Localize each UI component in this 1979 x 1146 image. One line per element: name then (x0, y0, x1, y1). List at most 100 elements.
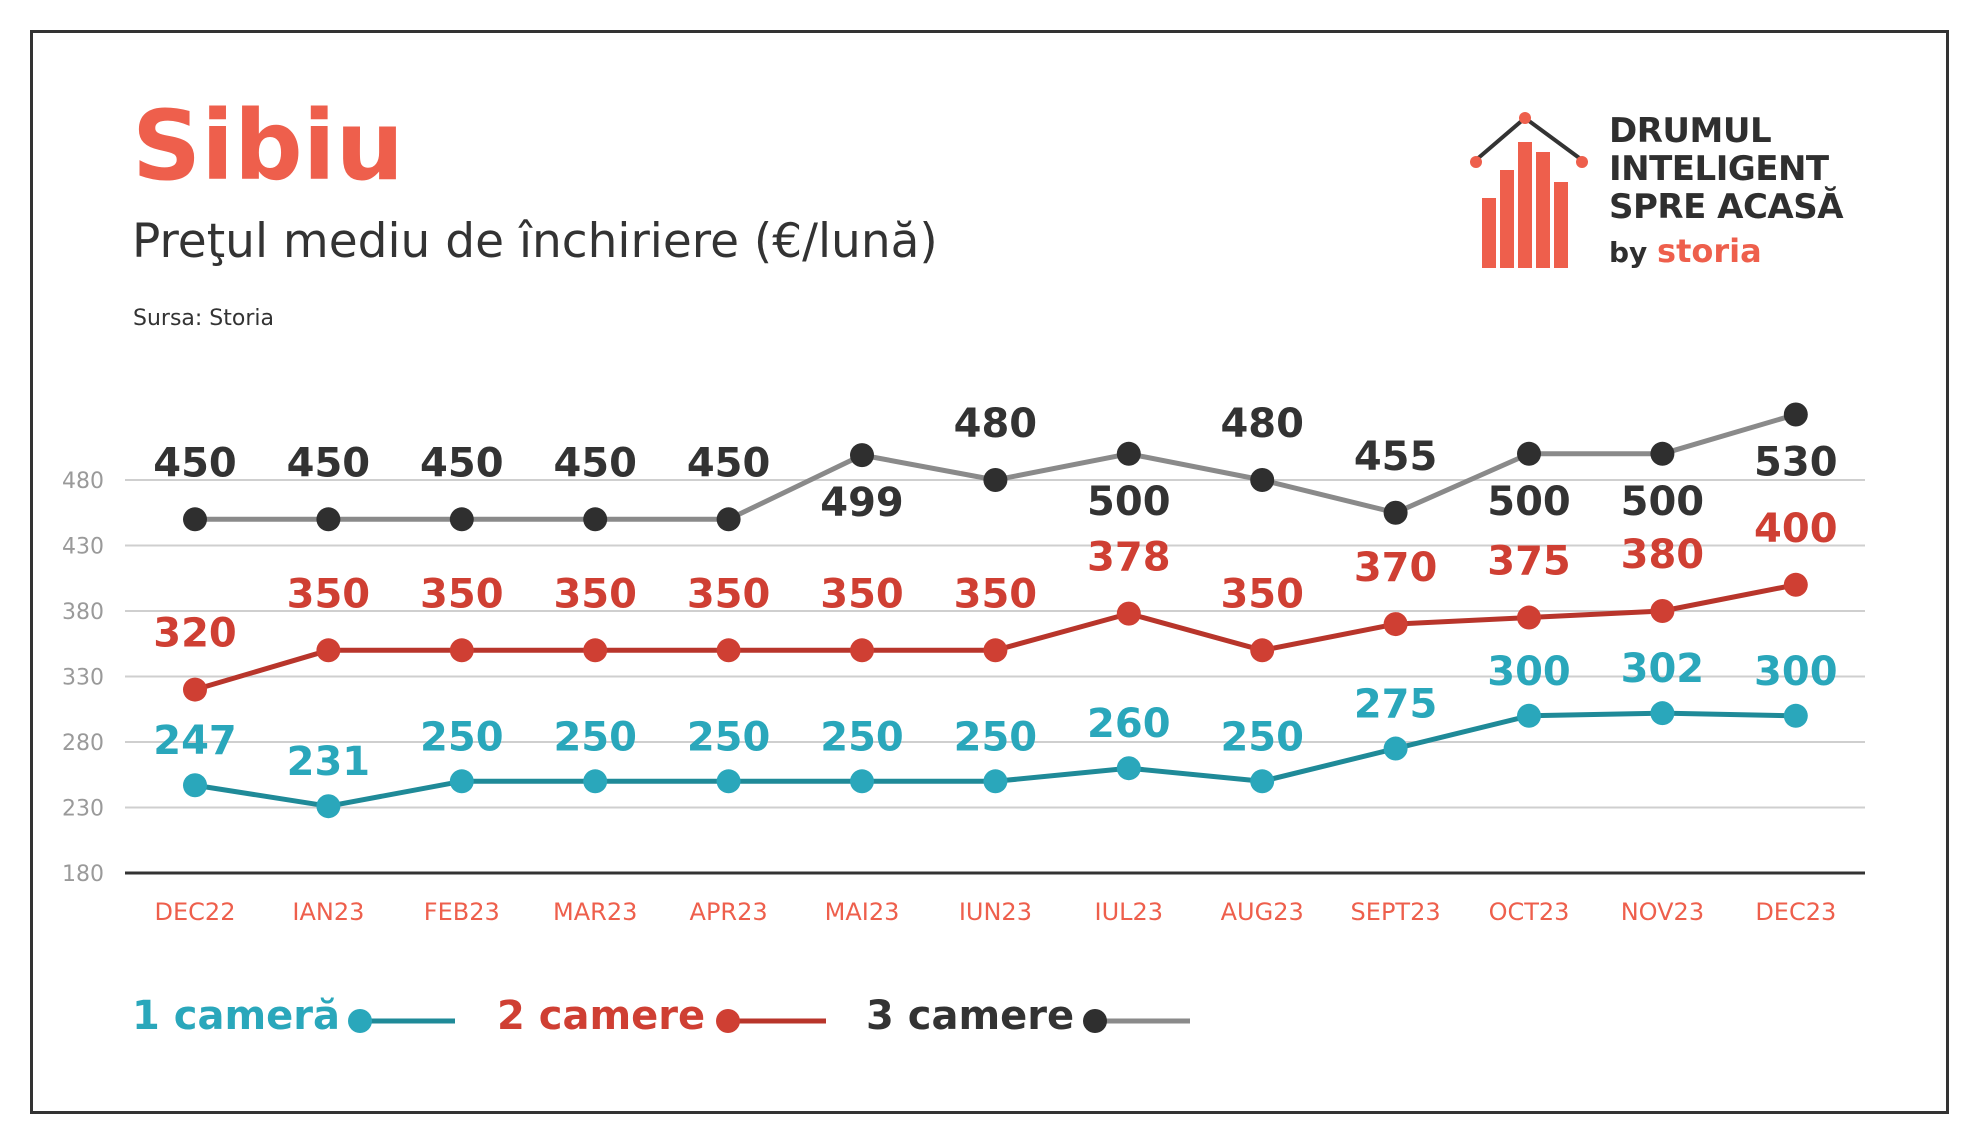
data-point (183, 507, 207, 532)
chart-subtitle: Preţul mediu de închiriere (€/lună) (132, 214, 938, 269)
data-label: 260 (1087, 701, 1171, 747)
data-point (583, 769, 608, 794)
data-point (1783, 572, 1808, 597)
x-tick-label: IUN23 (959, 898, 1032, 926)
y-tick-label: 280 (62, 731, 104, 756)
y-tick-label: 330 (62, 666, 104, 691)
data-label: 300 (1487, 649, 1571, 695)
legend-marker (1083, 1009, 1107, 1033)
y-tick-label: 380 (62, 600, 104, 625)
x-tick-label: NOV23 (1621, 898, 1704, 926)
data-point (316, 638, 341, 663)
data-label: 320 (153, 611, 237, 657)
data-label: 450 (687, 440, 771, 486)
storia-logo-icon (1470, 112, 1588, 268)
data-label: 378 (1087, 535, 1171, 581)
data-point (1383, 500, 1408, 525)
y-tick-label: 180 (62, 862, 104, 887)
data-point (850, 443, 874, 468)
data-label: 500 (1621, 479, 1705, 525)
data-point (850, 769, 874, 794)
data-label: 450 (553, 440, 637, 486)
data-point (1650, 701, 1675, 726)
chart-title: Sibiu (132, 90, 405, 202)
data-label: 380 (1621, 532, 1705, 578)
logo-line: DRUMUL (1609, 111, 1772, 151)
data-label: 250 (687, 714, 771, 760)
logo-by: by (1609, 236, 1648, 269)
data-point (1383, 612, 1408, 637)
x-tick-label: DEC22 (155, 898, 236, 926)
data-point (983, 769, 1008, 794)
logo-line: SPRE ACASĂ (1609, 187, 1844, 227)
data-label: 500 (1087, 479, 1171, 525)
source-note: Sursa: Storia (133, 306, 274, 331)
data-label: 350 (553, 571, 637, 617)
data-label: 450 (287, 440, 371, 486)
x-tick-label: IAN23 (292, 898, 364, 926)
data-point (850, 638, 874, 663)
data-point (316, 794, 341, 819)
data-label: 275 (1354, 682, 1438, 728)
data-point (1783, 402, 1808, 427)
y-tick-label: 480 (62, 469, 104, 494)
x-tick-label: FEB23 (424, 898, 500, 926)
data-point (983, 638, 1008, 663)
data-label: 400 (1754, 506, 1838, 552)
y-tick-label: 230 (62, 797, 104, 822)
logo-text: DRUMUL INTELIGENT SPRE ACASĂ (1609, 111, 1844, 227)
data-label: 455 (1354, 434, 1438, 480)
logo-brand: storia (1657, 232, 1762, 270)
chart-frame (30, 30, 1949, 1114)
x-tick-label: SEPT23 (1351, 898, 1441, 926)
x-tick-label: IUL23 (1095, 898, 1164, 926)
data-point (1517, 703, 1541, 728)
data-label: 450 (420, 440, 504, 486)
data-label: 250 (820, 714, 904, 760)
data-point (583, 638, 608, 663)
data-label: 350 (287, 571, 371, 617)
data-label: 350 (954, 571, 1038, 617)
x-tick-label: OCT23 (1489, 898, 1570, 926)
data-point (1116, 441, 1141, 466)
data-point (1517, 605, 1541, 630)
x-tick-label: MAR23 (553, 898, 637, 926)
x-tick-label: MAI23 (825, 898, 900, 926)
data-point (1650, 599, 1675, 623)
data-label: 480 (954, 401, 1038, 447)
data-point (1250, 769, 1275, 794)
data-label: 350 (420, 571, 504, 617)
data-label: 350 (1220, 571, 1304, 617)
data-label: 250 (553, 714, 637, 760)
data-point (1517, 441, 1541, 466)
data-label: 250 (420, 714, 504, 760)
data-point (1650, 441, 1675, 466)
data-point (183, 677, 207, 702)
data-point (716, 769, 741, 794)
data-label: 499 (820, 480, 904, 526)
data-label: 530 (1754, 440, 1838, 486)
data-point (183, 773, 207, 798)
logo-byline: by storia (1609, 232, 1762, 270)
data-point (449, 769, 474, 794)
data-label: 370 (1354, 545, 1438, 591)
x-tick-label: DEC23 (1755, 898, 1836, 926)
data-label: 350 (687, 571, 771, 617)
data-point (449, 638, 474, 663)
data-label: 247 (153, 718, 237, 764)
legend-label: 1 cameră (132, 993, 340, 1039)
data-label: 500 (1487, 479, 1571, 525)
data-point (1383, 736, 1408, 761)
data-point (983, 468, 1008, 492)
data-point (316, 507, 341, 532)
legend-marker (716, 1009, 740, 1033)
data-point (716, 507, 741, 532)
x-tick-label: AUG23 (1221, 898, 1304, 926)
data-point (716, 638, 741, 663)
data-label: 250 (1220, 714, 1304, 760)
data-label: 302 (1621, 646, 1705, 692)
x-tick-label: APR23 (690, 898, 768, 926)
legend-label: 3 camere (866, 993, 1074, 1039)
data-label: 350 (820, 571, 904, 617)
